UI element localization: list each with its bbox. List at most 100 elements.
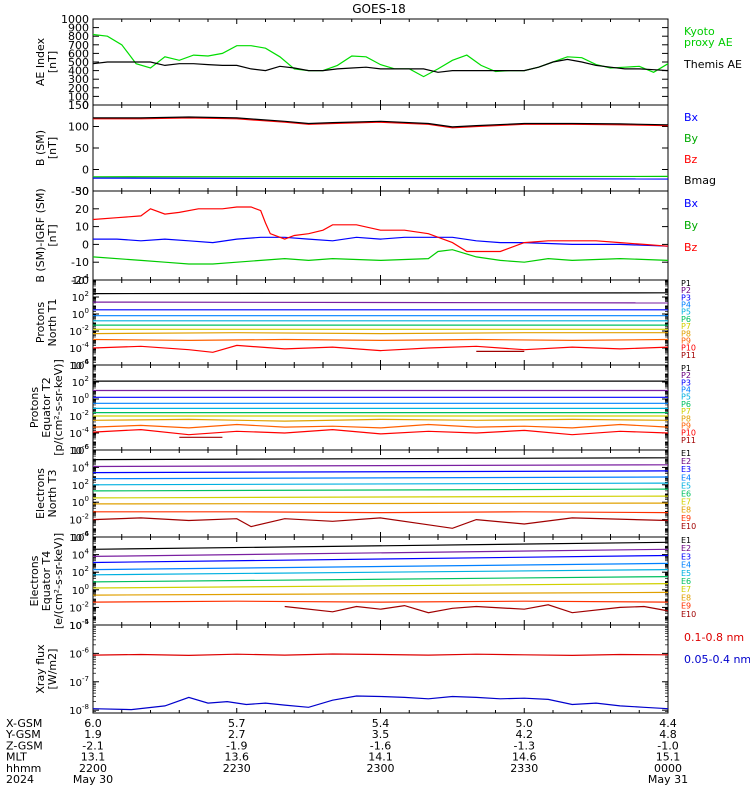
legend-entry: Bx [684,197,699,210]
y-tick-label: 104 [72,548,90,562]
series-line-e4 [93,563,668,569]
panel-frame-db [93,191,668,280]
y-tick-label: 10-2 [69,324,89,338]
series-line-p1 [93,293,668,294]
panel-frame-xray [93,625,668,713]
series-line-p8 [93,419,668,421]
series-line-e5 [93,483,668,485]
plot-title: GOES-18 [352,2,406,16]
series-line-p2 [93,302,668,303]
y-tick-label: 100 [72,392,89,406]
series-line-p10 [93,345,668,352]
panel-frame-pt2 [93,365,668,450]
legend-entry: Bz [684,153,698,166]
y-tick-label: 100 [72,583,89,597]
legend-entry: By [684,219,699,232]
series-line-bx [93,178,668,179]
y-axis-label: [W/m2] [46,649,59,690]
series-line-e2 [93,549,668,556]
y-tick-label: 20 [75,203,89,216]
x-axis-row-value: 2300 [367,762,395,775]
series-line-e1 [93,458,668,460]
y-tick-label: 10-6 [69,646,89,660]
y-tick-label: 10-8 [69,703,89,717]
y-axis-label: [nT] [46,51,59,73]
legend-entry: 0.05-0.4 nm [684,653,750,666]
series-line-e3 [93,556,668,563]
series-line-kyoto-proxy-ae [93,35,668,77]
series-line-p9 [93,425,668,428]
y-axis-label: [p/(cm²-s-sr-keV)] [52,359,65,456]
series-line-e5 [93,570,668,575]
series-line-e10 [93,518,668,528]
series-line-0-05-0-4-nm [93,696,668,710]
legend-entry: E10 [681,522,696,531]
y-tick-label: 106 [72,530,90,544]
y-tick-label: 100 [68,121,89,134]
y-tick-label: 100 [72,307,89,321]
series-line-bz [93,118,668,128]
y-tick-label: -10 [71,256,89,269]
series-line-e10 [285,605,668,613]
legend-entry: 0.1-0.8 nm [684,631,744,644]
series-line-p9 [93,340,668,341]
series-line-themis-ae [93,59,668,72]
series-line-e6 [93,577,668,582]
x-axis-row-value: 2330 [510,762,538,775]
y-tick-label: 50 [75,142,89,155]
y-tick-label: 106 [72,443,90,457]
legend-entry: Themis AE [683,58,742,71]
y-axis-label: [e/(cm²-s-sr-keV)] [52,533,65,629]
y-tick-label: 0 [82,238,89,251]
series-line-p8 [93,333,668,334]
series-line-by [93,250,668,264]
y-tick-label: 104 [72,358,90,372]
y-tick-label: 102 [72,375,89,389]
x-axis-row-value: May 31 [648,773,688,786]
y-axis-label: North T1 [46,299,59,347]
y-tick-label: 104 [72,460,90,474]
legend-entry: Bmag [684,174,716,187]
y-tick-label: 10-7 [69,675,89,689]
legend-entry: Bx [684,111,699,124]
y-tick-label: 0 [82,164,89,177]
y-tick-label: 102 [72,478,89,492]
series-line-e7 [93,584,668,588]
series-line-e8 [93,592,668,595]
series-line-e3 [93,471,668,473]
legend-entry: Bz [684,241,698,254]
series-line-e8 [93,503,668,504]
y-tick-label: 100 [72,495,89,509]
series-line-bx [93,237,668,246]
y-tick-label: 10-4 [69,426,89,440]
legend-entry: proxy AE [684,36,733,49]
y-axis-label: [nT] [46,137,59,159]
series-line-e1 [93,542,668,549]
y-tick-label: 10-2 [69,600,89,614]
y-tick-label: 1000 [61,13,89,26]
y-tick-label: 10-2 [69,513,89,527]
series-line-e2 [93,465,668,467]
legend-entry: E10 [681,610,696,619]
legend-entry: By [684,132,699,145]
y-tick-label: 10-5 [69,618,89,632]
x-axis-row-value: May 30 [73,773,113,786]
y-tick-label: 102 [72,290,89,304]
series-line-e6 [93,489,668,491]
series-line-p10 [93,430,668,435]
series-line-e4 [93,477,668,479]
series-line-0-1-0-8-nm [93,654,668,655]
y-tick-label: 10-2 [69,409,89,423]
legend-entry: P11 [681,436,696,445]
y-axis-label: North T3 [46,470,59,518]
y-tick-label: 30 [75,185,89,198]
series-line-e9 [93,601,668,602]
series-line-e7 [93,496,668,498]
x-axis-row-value: 2230 [223,762,251,775]
y-tick-label: 150 [68,99,89,112]
panel-frame-et3 [93,450,668,537]
y-tick-label: 102 [72,565,89,579]
series-line-e9 [93,512,668,513]
